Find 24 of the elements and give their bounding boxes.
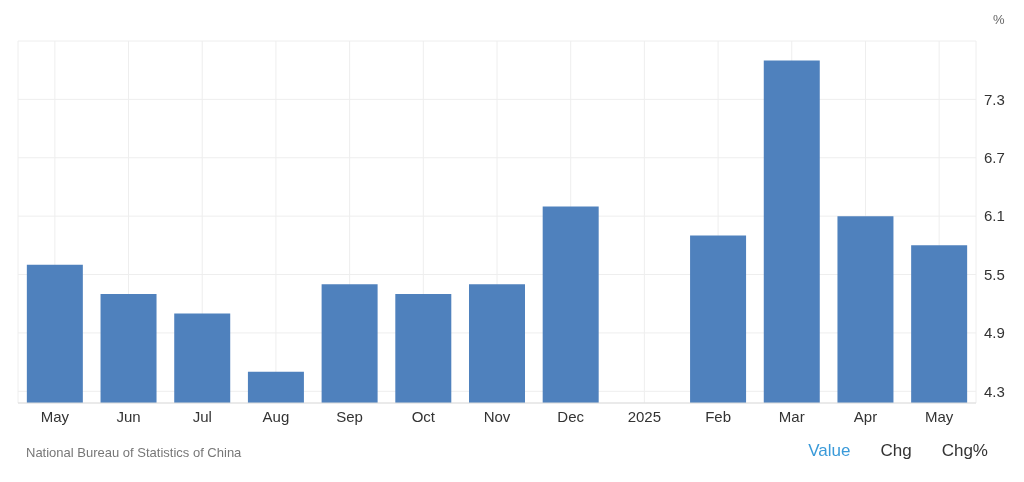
x-tick-label: Nov <box>483 407 511 425</box>
y-tick-label: 7.3 <box>984 90 1005 108</box>
y-axis-title: % <box>993 12 1005 27</box>
x-tick-label: Jun <box>116 407 141 425</box>
x-tick-label: Sep <box>336 407 363 425</box>
y-tick-label: 4.9 <box>984 324 1005 342</box>
x-tick-label: Aug <box>262 407 290 425</box>
y-tick-label: 6.7 <box>984 149 1005 167</box>
x-tick-label: Jul <box>192 407 212 425</box>
y-tick-label: 5.5 <box>984 265 1005 283</box>
y-tick-label: 6.1 <box>984 207 1005 225</box>
text: National Bureau of Statistics of China <box>26 445 242 460</box>
x-tick-label: Apr <box>853 407 878 425</box>
x-tick-label: Mar <box>778 407 805 425</box>
text: Chg% <box>941 441 988 461</box>
x-tick-label: Dec <box>557 407 585 425</box>
x-tick-label: May <box>924 407 954 425</box>
x-tick-label: Oct <box>411 407 436 425</box>
x-tick-label: 2025 <box>627 407 662 425</box>
text: Chg <box>880 441 912 461</box>
y-tick-label: 4.3 <box>984 382 1005 400</box>
x-tick-label: May <box>40 407 70 425</box>
text: Value <box>808 441 851 461</box>
x-tick-label: Feb <box>705 407 732 425</box>
